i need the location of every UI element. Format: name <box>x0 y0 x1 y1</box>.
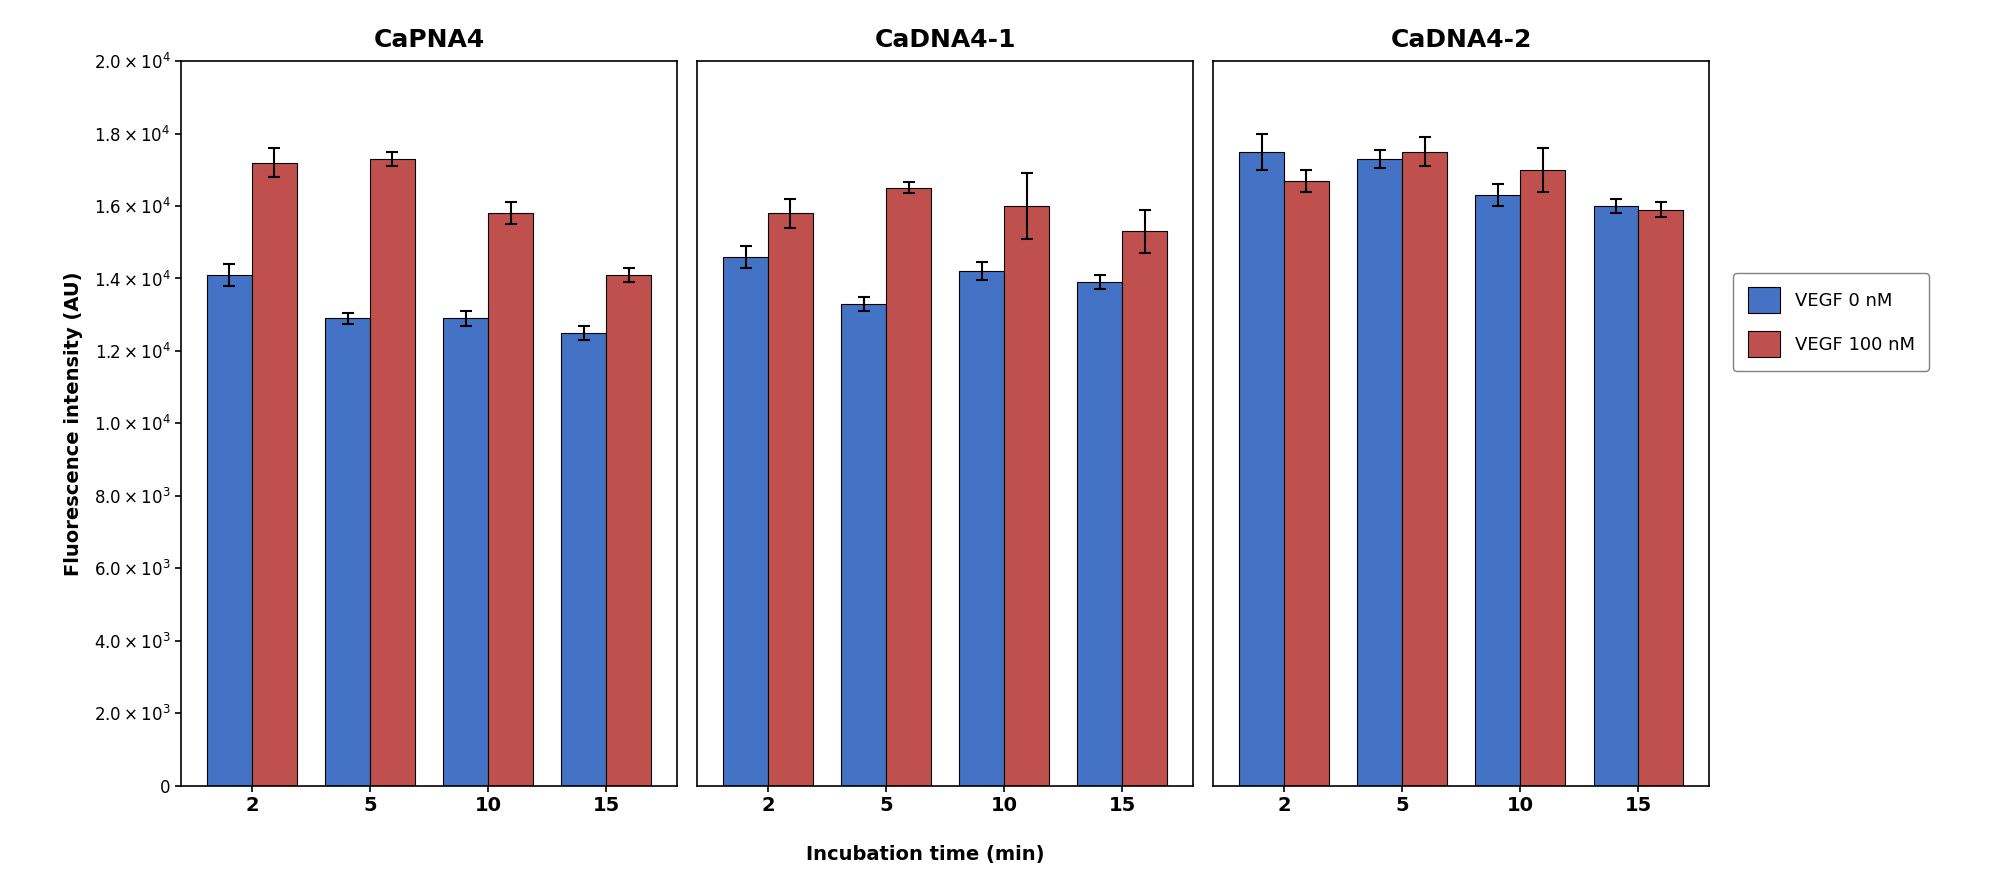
Legend: VEGF 0 nM, VEGF 100 nM: VEGF 0 nM, VEGF 100 nM <box>1733 273 1929 371</box>
Title: CaDNA4-1: CaDNA4-1 <box>875 28 1016 52</box>
Bar <box>1639 210 1683 786</box>
Bar <box>1520 169 1565 786</box>
Bar <box>1239 152 1283 786</box>
Bar <box>887 188 931 786</box>
Bar <box>1003 206 1050 786</box>
Bar <box>561 333 607 786</box>
Bar <box>1078 282 1122 786</box>
Bar <box>1402 152 1448 786</box>
Bar <box>489 213 533 786</box>
Bar <box>841 304 887 786</box>
Y-axis label: Fluorescence intensity (AU): Fluorescence intensity (AU) <box>64 272 82 575</box>
Bar <box>607 275 652 786</box>
Bar <box>724 257 768 786</box>
Bar <box>959 272 1003 786</box>
Bar <box>207 275 251 786</box>
Bar <box>768 213 812 786</box>
Bar <box>442 319 489 786</box>
Text: Incubation time (min): Incubation time (min) <box>806 845 1044 864</box>
Title: CaDNA4-2: CaDNA4-2 <box>1390 28 1532 52</box>
Bar <box>326 319 370 786</box>
Bar <box>1357 159 1402 786</box>
Bar <box>1122 231 1166 786</box>
Bar <box>1283 181 1329 786</box>
Title: CaPNA4: CaPNA4 <box>374 28 485 52</box>
Bar <box>1593 206 1639 786</box>
Bar <box>1476 196 1520 786</box>
Bar <box>251 162 298 786</box>
Bar <box>370 159 414 786</box>
